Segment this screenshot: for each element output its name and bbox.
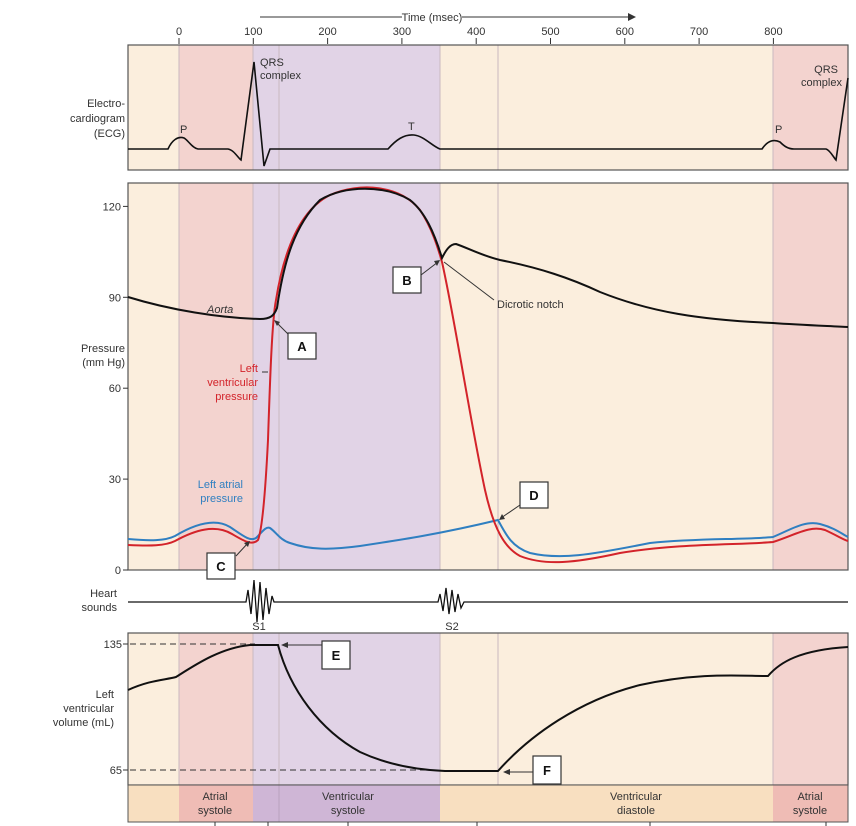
dicrotic-notch-label: Dicrotic notch (497, 299, 564, 311)
ecg-panel: Electro- cardiogram (ECG) P P T QRS comp… (70, 57, 849, 167)
p-wave-label: P (180, 124, 187, 136)
phase-bar-segment (128, 785, 179, 822)
time-tick-label: 500 (541, 26, 559, 38)
lv-pressure-label: Left (240, 363, 258, 375)
volume-tick-65: 65 (110, 765, 122, 777)
pressure-label: Pressure (81, 343, 125, 355)
phase-band (440, 45, 773, 170)
marker-a (287, 332, 317, 360)
time-tick-label: 800 (764, 26, 782, 38)
time-tick-label: 100 (244, 26, 262, 38)
phase-band (773, 183, 848, 570)
pressure-tick-label: 120 (103, 201, 121, 213)
ventricular-diastole-label-2: diastole (617, 805, 655, 817)
la-pressure-label-2: pressure (200, 493, 243, 505)
marker-a-label: A (297, 339, 307, 354)
phase-band (128, 633, 179, 785)
pressure-panel: 120 90 60 30 0 Pressure (mm Hg) Aorta Left v… (81, 186, 849, 577)
time-tick-label: 400 (467, 26, 485, 38)
volume-label-2: ventricular (63, 703, 114, 715)
lv-pressure-label-2: ventricular (207, 377, 258, 389)
time-tick-label: 300 (393, 26, 411, 38)
atrial-systole-label-right-2: systole (793, 805, 827, 817)
ecg-label: Electro- (87, 98, 125, 110)
pressure-tick-label: 90 (109, 292, 121, 304)
panel-frame (127, 44, 849, 171)
p-wave-label-2: P (775, 124, 782, 136)
qrs-label: QRS (260, 57, 284, 69)
lv-pressure-label-3: pressure (215, 391, 258, 403)
marker-d-label: D (529, 488, 538, 503)
heart-sounds-label-2: sounds (82, 602, 118, 614)
marker-boxes: A B C D E F (206, 260, 562, 785)
qrs-label-right: QRS (814, 64, 838, 76)
marker-c (206, 552, 236, 580)
s1-label: S1 (252, 621, 265, 633)
phase-band (179, 633, 253, 785)
heart-sounds-panel: Heart sounds S1 S2 (82, 579, 848, 633)
phase-band (440, 183, 773, 570)
pressure-label-2: (mm Hg) (82, 357, 125, 369)
phase-bar-segment (773, 785, 848, 822)
aorta-label: Aorta (206, 304, 233, 316)
time-tick-label: 200 (318, 26, 336, 38)
heart-sounds-label: Heart (90, 588, 117, 600)
volume-label-3: volume (mL) (53, 717, 114, 729)
phase-bar-frame (127, 784, 849, 823)
marker-f (532, 755, 562, 785)
panel-frame (127, 182, 849, 571)
phase-band (253, 183, 440, 570)
volume-label: Left (96, 689, 114, 701)
phase-bar-segment (253, 785, 440, 822)
time-tick-label: 0 (176, 26, 182, 38)
phase-band (773, 633, 848, 785)
atrial-systole-label: Atrial (202, 791, 227, 803)
ventricular-systole-label: Ventricular (322, 791, 374, 803)
pressure-tick-label: 60 (109, 383, 121, 395)
phase-bar: Atrial systole Ventricular systole Ventr… (198, 791, 827, 817)
marker-f-label: F (543, 763, 551, 778)
time-tick-label: 600 (616, 26, 634, 38)
volume-tick-135: 135 (104, 639, 122, 651)
marker-e (321, 640, 351, 670)
marker-c-label: C (216, 559, 226, 574)
marker-b-label: B (402, 273, 411, 288)
phase-bar-segment (179, 785, 253, 822)
time-axis: Time (msec) 0 100 200 300 400 500 600 700 800 (176, 12, 783, 44)
time-tick-label: 700 (690, 26, 708, 38)
phase-band (179, 183, 253, 570)
marker-b (392, 266, 422, 294)
heart-sounds-trace (128, 579, 848, 623)
left-atrial-pressure-curve (127, 518, 849, 558)
pressure-tick-label: 30 (109, 474, 121, 486)
ecg-trace (128, 61, 849, 167)
time-axis-label: Time (msec) (402, 12, 463, 24)
aorta-pressure-curve (127, 187, 849, 328)
marker-e-label: E (332, 648, 341, 663)
qrs-label-2: complex (260, 70, 301, 82)
t-wave-label: T (408, 121, 415, 133)
marker-d (519, 481, 549, 509)
atrial-systole-label-2: systole (198, 805, 232, 817)
phase-band (128, 45, 179, 170)
ecg-label-3: (ECG) (94, 128, 125, 140)
phase-band (128, 183, 179, 570)
phase-band (440, 633, 773, 785)
phase-bar-segment (440, 785, 773, 822)
la-pressure-label: Left atrial (198, 479, 243, 491)
ecg-label-2: cardiogram (70, 113, 125, 125)
qrs-label-right-2: complex (801, 77, 842, 89)
volume-panel: 135 65 Left ventricular volume (mL) (53, 639, 849, 777)
ventricular-systole-label-2: systole (331, 805, 365, 817)
s2-label: S2 (445, 621, 458, 633)
left-ventricular-volume-curve (127, 644, 849, 772)
pressure-tick-label: 0 (115, 565, 121, 577)
atrial-systole-label-right: Atrial (797, 791, 822, 803)
ventricular-diastole-label: Ventricular (610, 791, 662, 803)
